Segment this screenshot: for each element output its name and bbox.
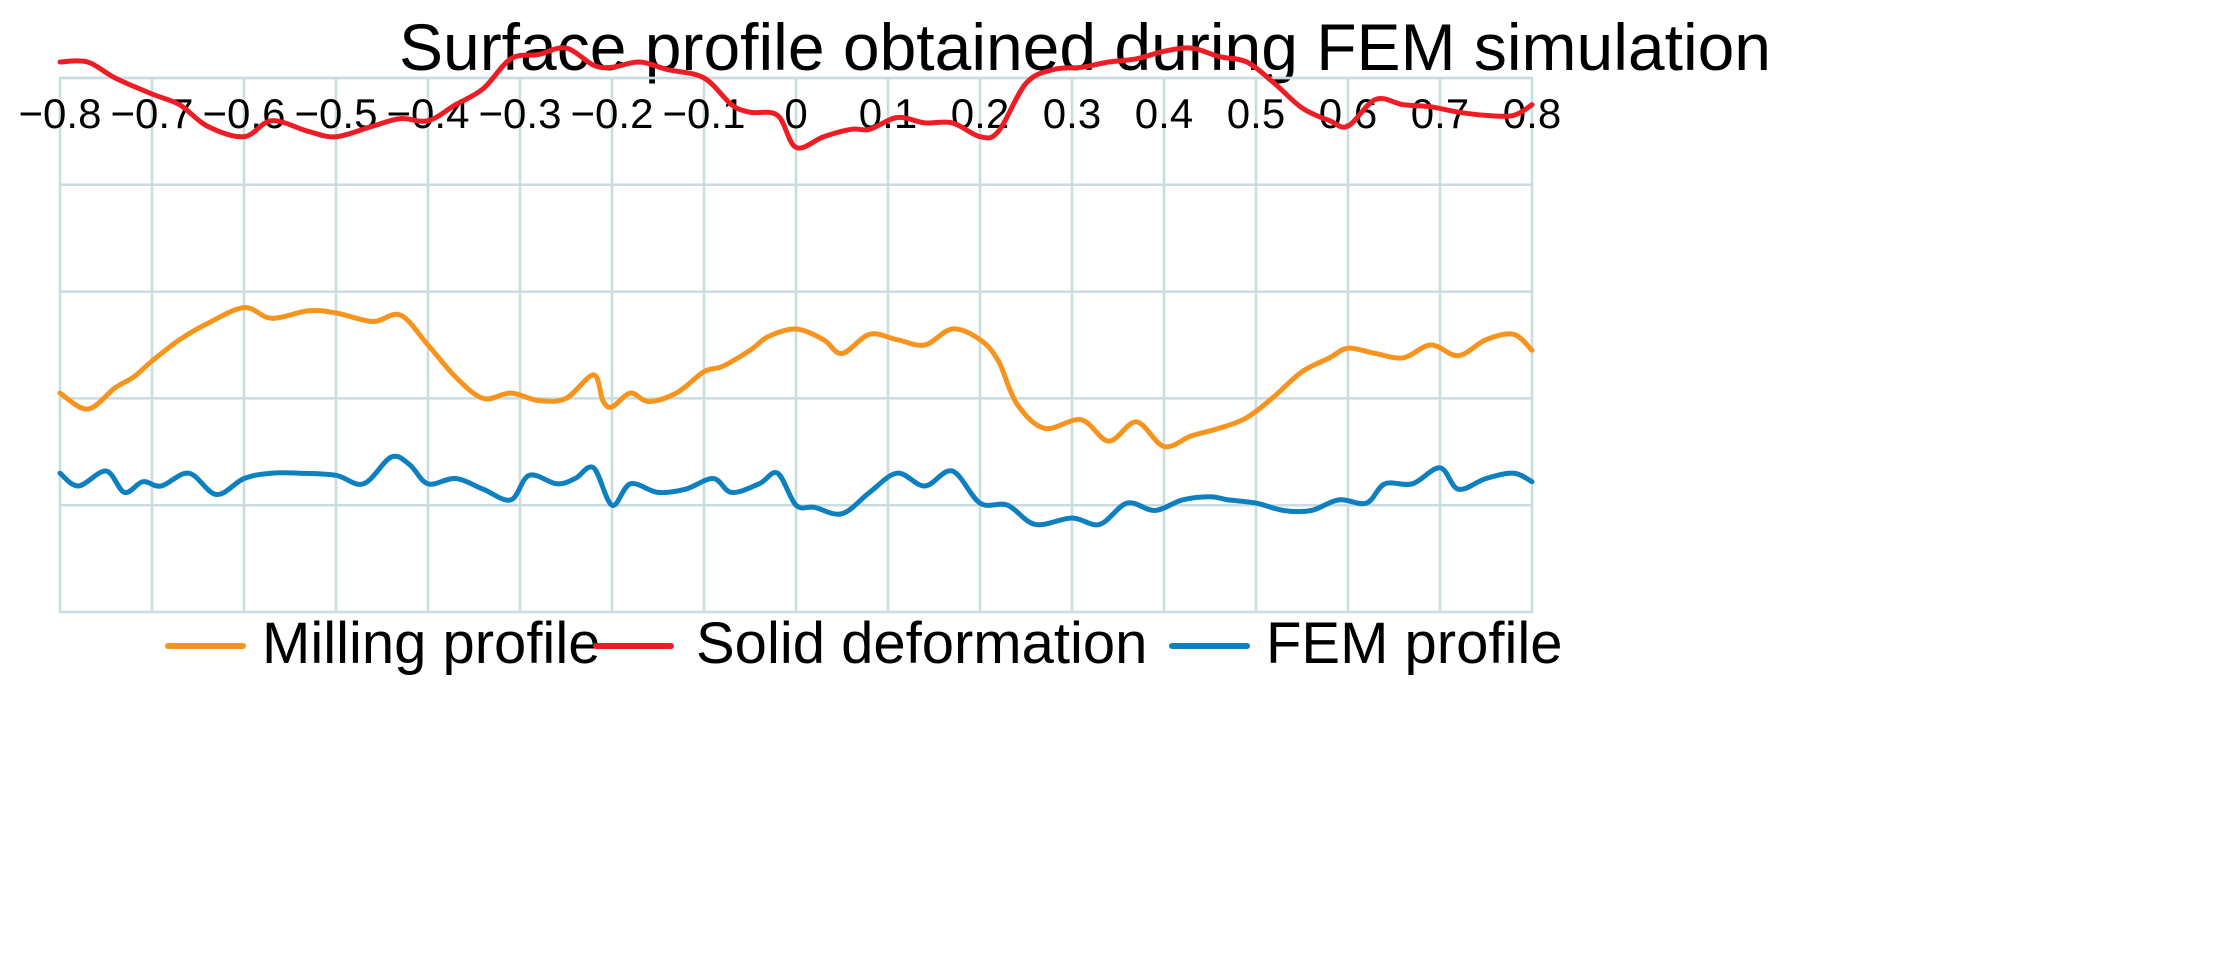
series-line-solid-deformation	[57, 45, 1535, 151]
series-lines	[57, 45, 1535, 528]
x-tick-label: −0.2	[571, 90, 654, 137]
x-tick-label: 0.5	[1227, 90, 1285, 137]
x-tick-label: 0.6	[1319, 90, 1377, 137]
series-line-milling-profile	[57, 305, 1535, 450]
legend: Milling profile Solid deformation FEM prof…	[165, 611, 1563, 676]
x-tick-label: −0.8	[19, 90, 102, 137]
x-tick-label: 0.4	[1135, 90, 1193, 137]
legend-label-milling-profile: Milling profile	[262, 611, 600, 676]
x-tick-label: 0	[784, 90, 807, 137]
x-tick-label: 0.3	[1043, 90, 1101, 137]
x-tick-label: −0.3	[479, 90, 562, 137]
x-tick-label: −0.1	[663, 90, 746, 137]
series-line-fem-profile	[57, 453, 1535, 528]
x-tick-label: −0.7	[111, 90, 194, 137]
legend-label-solid-deformation: Solid deformation	[696, 611, 1147, 676]
x-tick-labels: −0.8 −0.7 −0.6 −0.5 −0.4 −0.3 −0.2 −0.1 0 0.1 0.2 0…	[19, 90, 1562, 137]
x-tick-label: −0.4	[387, 90, 470, 137]
chart-title: Surface profile obtained during FEM simu…	[399, 10, 1771, 84]
grid	[58, 76, 1534, 614]
legend-label-fem-profile: FEM profile	[1266, 611, 1563, 676]
